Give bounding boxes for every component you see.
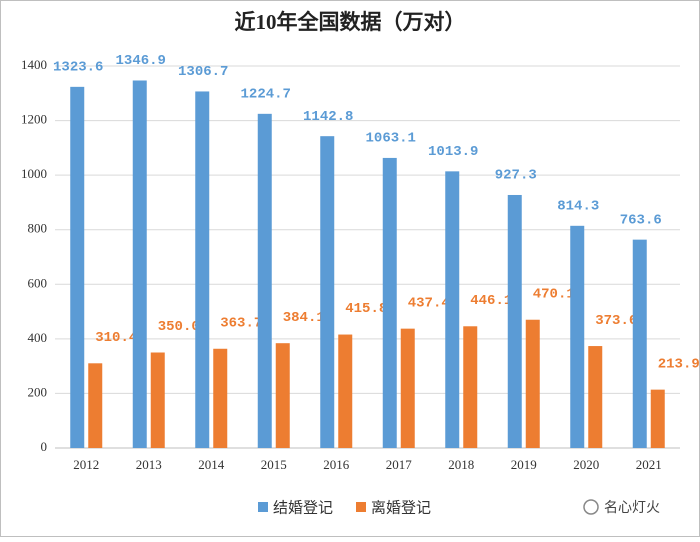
x-tick-label: 2018 xyxy=(448,457,474,472)
legend-swatch xyxy=(356,502,366,512)
bar xyxy=(257,113,272,449)
x-tick-label: 2017 xyxy=(386,457,413,472)
value-label: 363.7 xyxy=(220,315,262,331)
bar xyxy=(195,91,210,448)
bar xyxy=(632,239,647,448)
x-tick-label: 2021 xyxy=(636,457,662,472)
x-tick-label: 2015 xyxy=(261,457,287,472)
value-label: 384.1 xyxy=(283,310,325,326)
y-tick-label: 0 xyxy=(41,439,48,454)
bar xyxy=(213,348,228,448)
x-tick-label: 2013 xyxy=(136,457,162,472)
y-tick-label: 400 xyxy=(28,330,48,345)
value-label: 415.8 xyxy=(345,301,387,317)
value-label: 1306.7 xyxy=(178,64,228,80)
bar xyxy=(588,346,603,448)
bar xyxy=(70,86,85,448)
y-tick-label: 600 xyxy=(28,275,48,290)
x-tick-label: 2012 xyxy=(73,457,99,472)
value-label: 763.6 xyxy=(620,212,662,228)
value-label: 1346.9 xyxy=(116,53,166,69)
y-tick-label: 1400 xyxy=(21,57,47,72)
bar xyxy=(275,343,290,448)
value-label: 1224.7 xyxy=(241,87,291,103)
x-tick-label: 2019 xyxy=(511,457,537,472)
bar xyxy=(88,363,103,448)
bar xyxy=(463,326,478,448)
bar xyxy=(338,334,353,448)
bar xyxy=(445,171,460,448)
y-tick-label: 1000 xyxy=(21,166,47,181)
value-label: 927.3 xyxy=(495,168,537,184)
watermark: 名心灯火 xyxy=(583,499,660,516)
value-label: 213.9 xyxy=(658,356,700,372)
value-label: 310.4 xyxy=(95,330,137,346)
bar xyxy=(570,225,585,448)
y-tick-label: 800 xyxy=(28,221,48,236)
bar xyxy=(382,157,397,448)
value-label: 437.4 xyxy=(408,295,450,311)
bar xyxy=(132,80,147,449)
value-label: 1063.1 xyxy=(366,131,416,147)
value-label: 350.0 xyxy=(158,319,200,335)
bar xyxy=(525,319,540,448)
y-tick-label: 1200 xyxy=(21,112,47,127)
bar xyxy=(320,136,335,448)
legend-label: 结婚登记 xyxy=(273,499,333,517)
value-label: 446.1 xyxy=(470,293,512,309)
bar xyxy=(650,389,665,448)
x-tick-label: 2020 xyxy=(573,457,599,472)
value-label: 1142.8 xyxy=(303,109,353,125)
bar xyxy=(400,328,415,448)
value-label: 1013.9 xyxy=(428,144,478,160)
value-label: 814.3 xyxy=(557,199,599,215)
bar xyxy=(507,194,522,448)
y-tick-label: 200 xyxy=(28,384,48,399)
legend-swatch xyxy=(258,502,268,512)
watermark-text: 名心灯火 xyxy=(604,500,660,516)
value-label: 1323.6 xyxy=(53,60,103,76)
bar xyxy=(150,352,165,448)
chart-title: 近10年全国数据（万对） xyxy=(235,10,466,34)
value-label: 373.6 xyxy=(595,313,637,329)
legend-label: 离婚登记 xyxy=(371,499,431,517)
value-label: 470.1 xyxy=(533,286,575,302)
x-tick-label: 2016 xyxy=(323,457,350,472)
x-tick-label: 2014 xyxy=(198,457,225,472)
watermark-icon xyxy=(583,499,599,515)
